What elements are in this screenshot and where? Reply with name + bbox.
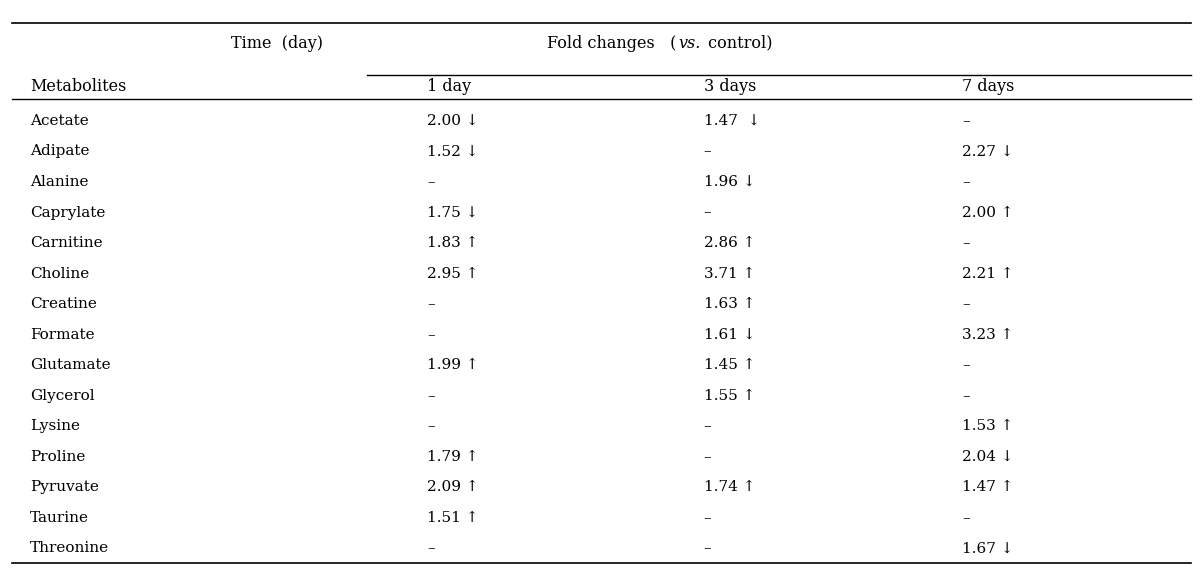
Text: –: – [962,175,970,189]
Text: –: – [427,297,434,311]
Text: Fold changes   (: Fold changes ( [547,35,677,52]
Text: –: – [962,297,970,311]
Text: 1.79 ↑: 1.79 ↑ [427,450,479,464]
Text: 2.00 ↓: 2.00 ↓ [427,114,479,128]
Text: –: – [704,541,711,555]
Text: –: – [704,206,711,219]
Text: Glycerol: Glycerol [30,389,95,403]
Text: vs.: vs. [678,35,700,52]
Text: –: – [427,419,434,433]
Text: 1 day: 1 day [427,78,472,95]
Text: 1.51 ↑: 1.51 ↑ [427,511,479,525]
Text: –: – [704,419,711,433]
Text: Caprylate: Caprylate [30,206,106,219]
Text: 2.95 ↑: 2.95 ↑ [427,267,479,281]
Text: Glutamate: Glutamate [30,358,111,372]
Text: Time  (day): Time (day) [231,35,322,52]
Text: Acetate: Acetate [30,114,89,128]
Text: 1.61 ↓: 1.61 ↓ [704,328,755,342]
Text: Pyruvate: Pyruvate [30,480,99,494]
Text: 1.74 ↑: 1.74 ↑ [704,480,755,494]
Text: 1.53 ↑: 1.53 ↑ [962,419,1014,433]
Text: –: – [427,328,434,342]
Text: 1.47 ↑: 1.47 ↑ [962,480,1014,494]
Text: 1.99 ↑: 1.99 ↑ [427,358,479,372]
Text: 1.96 ↓: 1.96 ↓ [704,175,755,189]
Text: Alanine: Alanine [30,175,89,189]
Text: –: – [962,358,970,372]
Text: 2.09 ↑: 2.09 ↑ [427,480,479,494]
Text: 2.00 ↑: 2.00 ↑ [962,206,1014,219]
Text: 2.04 ↓: 2.04 ↓ [962,450,1014,464]
Text: –: – [962,236,970,250]
Text: 2.27 ↓: 2.27 ↓ [962,145,1014,158]
Text: Metabolites: Metabolites [30,78,126,95]
Text: Proline: Proline [30,450,85,464]
Text: 3.71 ↑: 3.71 ↑ [704,267,755,281]
Text: 2.21 ↑: 2.21 ↑ [962,267,1014,281]
Text: Choline: Choline [30,267,89,281]
Text: 3 days: 3 days [704,78,757,95]
Text: 1.55 ↑: 1.55 ↑ [704,389,755,403]
Text: –: – [704,145,711,158]
Text: 1.67 ↓: 1.67 ↓ [962,541,1014,555]
Text: Adipate: Adipate [30,145,89,158]
Text: 1.45 ↑: 1.45 ↑ [704,358,755,372]
Text: 1.63 ↑: 1.63 ↑ [704,297,755,311]
Text: –: – [962,511,970,525]
Text: 2.86 ↑: 2.86 ↑ [704,236,755,250]
Text: 1.47  ↓: 1.47 ↓ [704,114,760,128]
Text: –: – [704,511,711,525]
Text: Lysine: Lysine [30,419,81,433]
Text: 1.52 ↓: 1.52 ↓ [427,145,479,158]
Text: 1.83 ↑: 1.83 ↑ [427,236,479,250]
Text: 7 days: 7 days [962,78,1015,95]
Text: –: – [704,450,711,464]
Text: 3.23 ↑: 3.23 ↑ [962,328,1014,342]
Text: –: – [427,389,434,403]
Text: –: – [427,541,434,555]
Text: control): control) [703,35,772,52]
Text: –: – [962,114,970,128]
Text: Taurine: Taurine [30,511,89,525]
Text: –: – [427,175,434,189]
Text: Threonine: Threonine [30,541,109,555]
Text: Creatine: Creatine [30,297,97,311]
Text: Formate: Formate [30,328,95,342]
Text: –: – [962,389,970,403]
Text: Carnitine: Carnitine [30,236,102,250]
Text: 1.75 ↓: 1.75 ↓ [427,206,479,219]
